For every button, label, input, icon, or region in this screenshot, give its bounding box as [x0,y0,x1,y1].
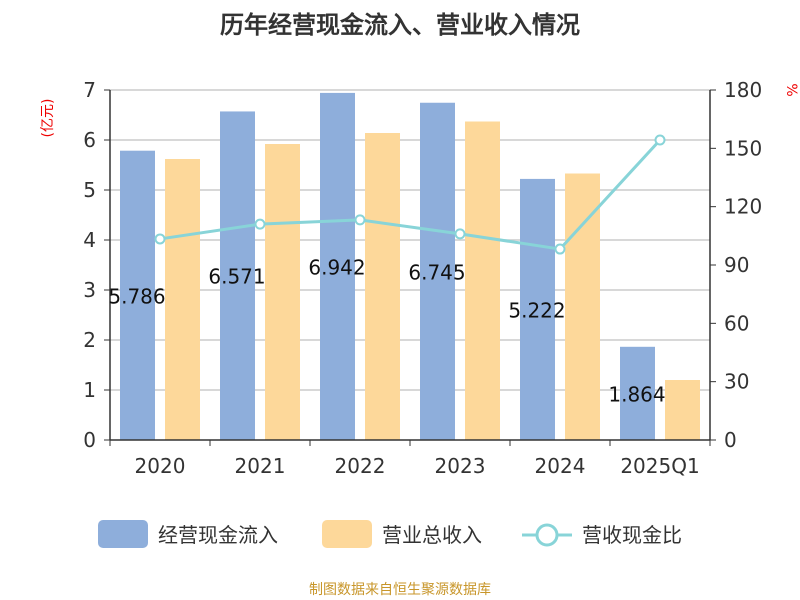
legend-label-revenue[interactable]: 营业总收入 [382,523,482,547]
line-point-ratio [254,218,266,230]
y-tick-label: 0 [83,428,96,452]
line-ratio [159,138,662,251]
bar-revenue [665,380,700,440]
legend-label-cashflow[interactable]: 经营现金流入 [158,523,278,547]
y-tick-label: 1 [83,378,96,402]
y2-axis-label: % [783,83,799,96]
y-tick-label: 6 [83,128,96,152]
line-point-ratio [454,228,466,240]
bar-revenue [265,144,300,440]
legend-label-ratio[interactable]: 营收现金比 [582,523,682,547]
line-point-ratio [354,214,366,226]
y2-tick-label: 90 [724,253,749,277]
y-tick-label: 5 [83,178,96,202]
x-tick-label: 2021 [235,454,286,478]
bar-revenue [465,121,500,440]
x-tick-label: 2020 [135,454,186,478]
bar-cashflow [420,102,455,440]
legend-marker-ratio [535,523,559,547]
bar-cashflow [620,346,655,440]
y-tick-label: 4 [83,228,96,252]
data-label: 1.864 [608,382,665,406]
chart-title: 历年经营现金流入、营业收入情况 [220,11,580,39]
bar-cashflow [520,178,555,440]
bar-cashflow [120,150,155,440]
y2-tick-label: 30 [724,370,749,394]
data-label: 5.222 [508,298,565,322]
data-label: 5.786 [108,284,165,308]
bar-revenue [165,159,200,440]
bar-revenue [365,133,400,440]
y2-tick-label: 120 [724,195,762,219]
y-tick-label: 3 [83,278,96,302]
line-point-ratio [154,233,166,245]
y2-tick-label: 150 [724,136,762,160]
y-tick-label: 7 [83,78,96,102]
legend-swatch-cashflow [98,520,148,548]
x-tick-label: 2025Q1 [620,454,699,478]
line-point-ratio [654,134,666,146]
x-tick-label: 2023 [435,454,486,478]
data-label: 6.942 [308,255,365,279]
legend-swatch-revenue [322,520,372,548]
x-tick-label: 2022 [335,454,386,478]
data-label: 6.745 [408,260,465,284]
source-note: 制图数据来自恒生聚源数据库 [309,582,491,598]
bar-revenue [565,173,600,440]
line-point-ratio [554,243,566,255]
legend: 经营现金流入 营业总收入 营收现金比 [98,520,682,548]
data-label: 6.571 [208,265,265,289]
bar-cashflow [220,111,255,440]
y2-tick-label: 60 [724,311,749,335]
y2-tick-label: 0 [724,428,737,452]
x-tick-label: 2024 [535,454,586,478]
bar-cashflow [320,92,355,441]
y2-tick-label: 180 [724,78,762,102]
y-axis-label: (亿元) [40,99,56,138]
y-tick-label: 2 [83,328,96,352]
